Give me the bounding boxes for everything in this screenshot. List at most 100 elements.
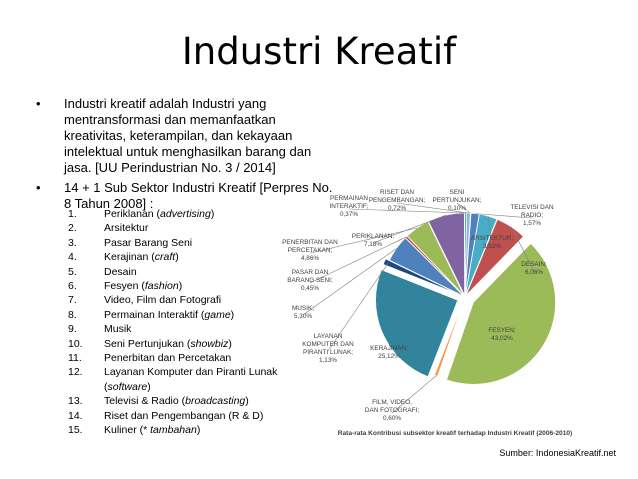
slice-label: PERCETAKAN; xyxy=(288,247,333,254)
slice-label: BARANG SENI; xyxy=(287,277,333,284)
list-item: 7. Video, Film dan Fotografi xyxy=(68,293,308,307)
slice-label: SENI xyxy=(450,189,465,196)
slice-label: 1,57% xyxy=(523,220,541,227)
slice-label: PIRANTI LUNAK; xyxy=(303,349,353,356)
list-item-label: Fesyen (fashion) xyxy=(104,280,183,293)
list-item-label: Periklanan (advertising) xyxy=(104,208,215,220)
list-item-label: Layanan Komputer dan Piranti Lunak (soft… xyxy=(104,366,278,393)
pie-slice xyxy=(405,235,464,296)
slice-label: TELEVISI DAN xyxy=(510,204,554,211)
list-item-number: 4. xyxy=(68,251,77,264)
bullet-text: 14 + 1 Sub Sektor Industri Kreatif [Perp… xyxy=(64,180,333,211)
leader-line xyxy=(309,236,407,284)
slice-label: FILM, VIDEO, xyxy=(372,399,412,406)
list-item: 4. Kerajinan (craft) xyxy=(68,250,308,264)
bullet-text: Industri kreatif adalah Industri yang me… xyxy=(64,96,312,175)
slice-label: DESAIN; xyxy=(521,261,547,268)
list-item-label: Desain xyxy=(104,265,137,278)
slice-label: LAYANAN xyxy=(314,333,343,340)
list-item-emphasis: craft xyxy=(154,251,176,264)
slice-label: 6,06% xyxy=(525,269,543,276)
slice-label: INTERAKTIF; xyxy=(329,203,368,210)
bullet-subsectors: • 14 + 1 Sub Sektor Industri Kreatif [Pe… xyxy=(36,180,336,212)
list-item-label: Kuliner (* tambahan) xyxy=(104,424,201,437)
leader-line xyxy=(302,248,397,316)
slice-label: 7,18% xyxy=(364,241,382,248)
list-item: 14. Riset dan Pengembangan (R & D) xyxy=(68,409,308,423)
list-item-number: 2. xyxy=(68,222,77,235)
chart-caption: Rata-rata Kontribusi subsektor kreatif t… xyxy=(338,430,573,437)
list-item-label: Permainan Interaktif (game) xyxy=(104,308,235,321)
slice-label: RADIO; xyxy=(521,212,543,219)
list-item: 2. Arsitektur xyxy=(68,221,308,235)
list-item: 8. Permainan Interaktif (game) xyxy=(68,308,308,322)
bullet-list: • Industri kreatif adalah Industri yang … xyxy=(36,96,336,216)
list-item: 10. Seni Pertunjukan (showbiz) xyxy=(68,337,308,351)
leader-line xyxy=(396,202,469,214)
list-item: 1. Periklanan (advertising) xyxy=(68,207,308,221)
slice-label: KERAJINAN; xyxy=(370,345,408,352)
list-item: 11. Penerbitan dan Percetakan xyxy=(68,351,308,365)
list-item-label: Musik xyxy=(104,323,132,336)
list-item-number: 6. xyxy=(68,280,77,293)
pie-slice xyxy=(406,221,465,296)
leader-line xyxy=(309,227,418,254)
list-item-number: 8. xyxy=(68,308,77,321)
list-item: 6. Fesyen (fashion) xyxy=(68,279,308,293)
list-item-label: Televisi & Radio (broadcasting) xyxy=(104,395,249,408)
slice-label: PERIKLANAN; xyxy=(352,233,394,240)
list-item: 12. Layanan Komputer dan Piranti Lunak (s… xyxy=(68,365,308,394)
bullet-definition: • Industri kreatif adalah Industri yang … xyxy=(36,96,336,176)
list-item: 3. Pasar Barang Seni xyxy=(68,236,308,250)
list-item-emphasis: tambahan xyxy=(150,424,197,437)
list-item: 9. Musik xyxy=(68,322,308,336)
leader-line xyxy=(391,375,437,414)
slice-label: 0,72% xyxy=(388,205,406,212)
list-item-number: 15. xyxy=(68,424,83,437)
pie-slice xyxy=(382,258,460,295)
list-item-number: 12. xyxy=(68,366,83,379)
list-item-number: 10. xyxy=(68,337,83,350)
slice-label: PENGEMBANGAN; xyxy=(369,197,426,204)
slice-label: PERMAINAN xyxy=(330,195,368,202)
list-item-emphasis: fashion xyxy=(144,280,179,293)
slice-label: MUSIK; xyxy=(292,305,314,312)
bullet-icon: • xyxy=(36,180,41,195)
leader-line xyxy=(475,213,533,219)
slice-label: PASAR DAN xyxy=(292,269,329,276)
leader-line xyxy=(327,263,389,352)
leader-line xyxy=(487,216,493,246)
pie-slice xyxy=(446,243,556,385)
slice-label: 0,10% xyxy=(448,205,466,212)
leader-line xyxy=(510,226,535,272)
subsector-list: 1. Periklanan (advertising) 2. Arsitektur 3.… xyxy=(68,207,308,438)
source-note: Sumber: IndonesiaKreatif.net xyxy=(499,448,616,458)
slice-label: FESYEN; xyxy=(488,327,516,334)
slice-label: RISET DAN xyxy=(380,189,414,196)
list-item-label: Riset dan Pengembangan (R & D) xyxy=(104,409,264,422)
list-item-emphasis: showbiz xyxy=(190,337,229,350)
slice-label: 0,45% xyxy=(301,285,319,292)
list-item: 5. Desain xyxy=(68,265,308,279)
list-item-label: Pasar Barang Seni xyxy=(104,236,193,249)
list-item-label: Arsitektur xyxy=(104,222,149,235)
slice-label: ARSITEKTUR; xyxy=(471,235,513,242)
list-item-label: Kerajinan (craft) xyxy=(104,251,179,264)
slice-label: 1,13% xyxy=(319,357,337,364)
leader-line xyxy=(456,202,471,214)
list-item-number: 14. xyxy=(68,409,83,422)
slice-label: 43,02% xyxy=(491,335,513,342)
list-item-number: 1. xyxy=(68,208,77,220)
list-item-number: 7. xyxy=(68,294,77,307)
slice-label: 0,60% xyxy=(383,415,401,422)
list-item-number: 3. xyxy=(68,236,77,249)
list-item-number: 5. xyxy=(68,265,77,278)
slice-label: 3,52% xyxy=(483,243,501,250)
list-item-label: Video, Film dan Fotografi xyxy=(104,294,222,307)
slide-title: Industri Kreatif xyxy=(181,30,457,73)
leader-line xyxy=(348,208,466,214)
slice-label: KOMPUTER DAN xyxy=(302,341,354,348)
slice-label: PERTUNJUKAN; xyxy=(433,197,482,204)
slice-label: PENERBITAN DAN xyxy=(282,239,338,246)
bullet-icon: • xyxy=(36,96,41,111)
